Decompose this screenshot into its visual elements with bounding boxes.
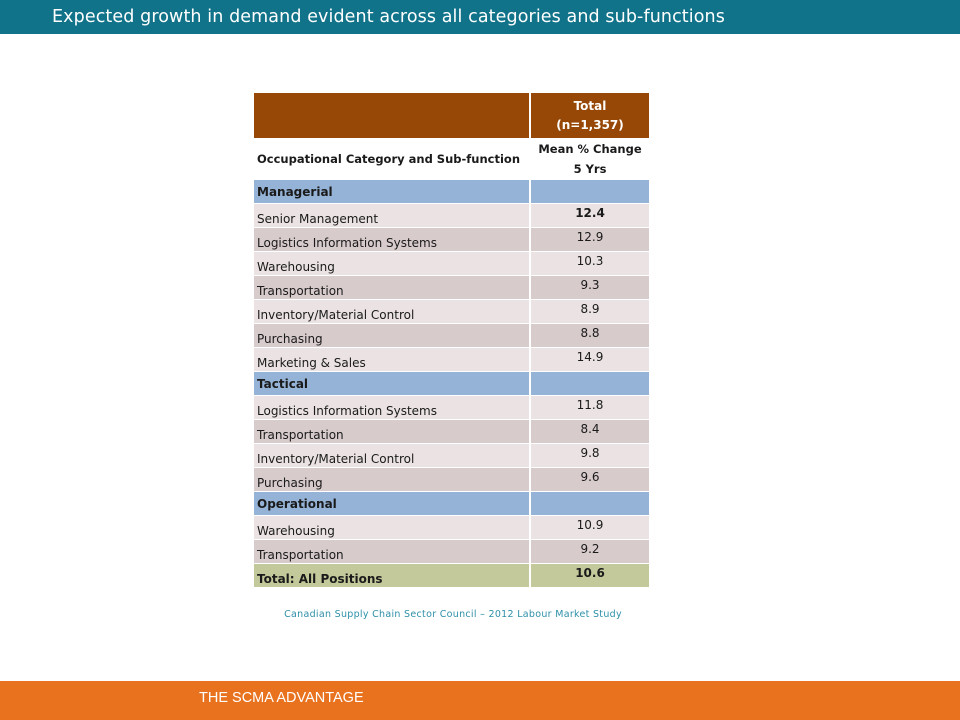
row-value: 11.8 [530, 395, 649, 420]
table-row: Marketing & Sales 14.9 [254, 347, 649, 372]
footer-bar: THE SCMA ADVANTAGE [0, 681, 960, 720]
table-row: Logistics Information Systems 12.9 [254, 227, 649, 252]
category-row: Tactical [254, 371, 649, 396]
table-row: Warehousing 10.9 [254, 515, 649, 540]
row-value: 12.4 [530, 203, 649, 228]
table-row: Senior Management 12.4 [254, 203, 649, 228]
row-label: Transportation [254, 275, 531, 300]
table-row: Inventory/Material Control 9.8 [254, 443, 649, 468]
row-label: Purchasing [254, 323, 531, 348]
row-value: 9.3 [530, 275, 649, 300]
total-header-line1: Total [573, 98, 607, 113]
category-row: Operational [254, 491, 649, 516]
row-label: Inventory/Material Control [254, 443, 531, 468]
slide-title: Expected growth in demand evident across… [52, 7, 725, 27]
row-label: Logistics Information Systems [254, 395, 531, 420]
table-row: Transportation 8.4 [254, 419, 649, 444]
table-row: Inventory/Material Control 8.9 [254, 299, 649, 324]
row-value: 8.9 [530, 299, 649, 324]
row-value: 8.8 [530, 323, 649, 348]
table-row: Purchasing 8.8 [254, 323, 649, 348]
footer-label: THE SCMA ADVANTAGE [199, 690, 364, 706]
row-label: Marketing & Sales [254, 347, 531, 372]
row-value: 12.9 [530, 227, 649, 252]
row-label: Total: All Positions [254, 563, 531, 588]
category-column-header: Occupational Category and Sub-function [254, 138, 531, 180]
row-value [530, 371, 649, 396]
category-row: Managerial [254, 179, 649, 204]
mean-change-header-line2: 5 Yrs [573, 162, 607, 176]
row-label: Inventory/Material Control [254, 299, 531, 324]
table-row: Transportation 9.3 [254, 275, 649, 300]
row-value: 9.6 [530, 467, 649, 492]
table-header-row: Total (n=1,357) [254, 93, 649, 139]
source-note: Canadian Supply Chain Sector Council – 2… [284, 609, 622, 620]
row-label: Managerial [254, 179, 531, 204]
row-value [530, 179, 649, 204]
row-value: 10.9 [530, 515, 649, 540]
demand-growth-table: Total (n=1,357) Occupational Category an… [254, 93, 649, 588]
row-label: Tactical [254, 371, 531, 396]
table-row: Purchasing 9.6 [254, 467, 649, 492]
total-header-line2: (n=1,357) [556, 117, 624, 132]
table-row: Logistics Information Systems 11.8 [254, 395, 649, 420]
row-label: Purchasing [254, 467, 531, 492]
row-value: 9.2 [530, 539, 649, 564]
mean-change-column-header: Mean % Change 5 Yrs [530, 138, 649, 180]
row-label: Warehousing [254, 515, 531, 540]
row-label: Logistics Information Systems [254, 227, 531, 252]
row-value: 14.9 [530, 347, 649, 372]
mean-change-header-line1: Mean % Change [538, 142, 642, 156]
title-bar: Expected growth in demand evident across… [0, 0, 960, 34]
row-label: Operational [254, 491, 531, 516]
row-value [530, 491, 649, 516]
total-row: Total: All Positions 10.6 [254, 563, 649, 588]
table-row: Transportation 9.2 [254, 539, 649, 564]
column-header-row: Occupational Category and Sub-function M… [254, 138, 649, 180]
row-value: 10.3 [530, 251, 649, 276]
row-label: Transportation [254, 419, 531, 444]
row-label: Warehousing [254, 251, 531, 276]
table-row: Warehousing 10.3 [254, 251, 649, 276]
row-value: 8.4 [530, 419, 649, 444]
total-header-cell: Total (n=1,357) [530, 93, 649, 139]
row-label: Senior Management [254, 203, 531, 228]
header-blank-cell [254, 93, 531, 139]
row-label: Transportation [254, 539, 531, 564]
row-value: 9.8 [530, 443, 649, 468]
row-value: 10.6 [530, 563, 649, 588]
